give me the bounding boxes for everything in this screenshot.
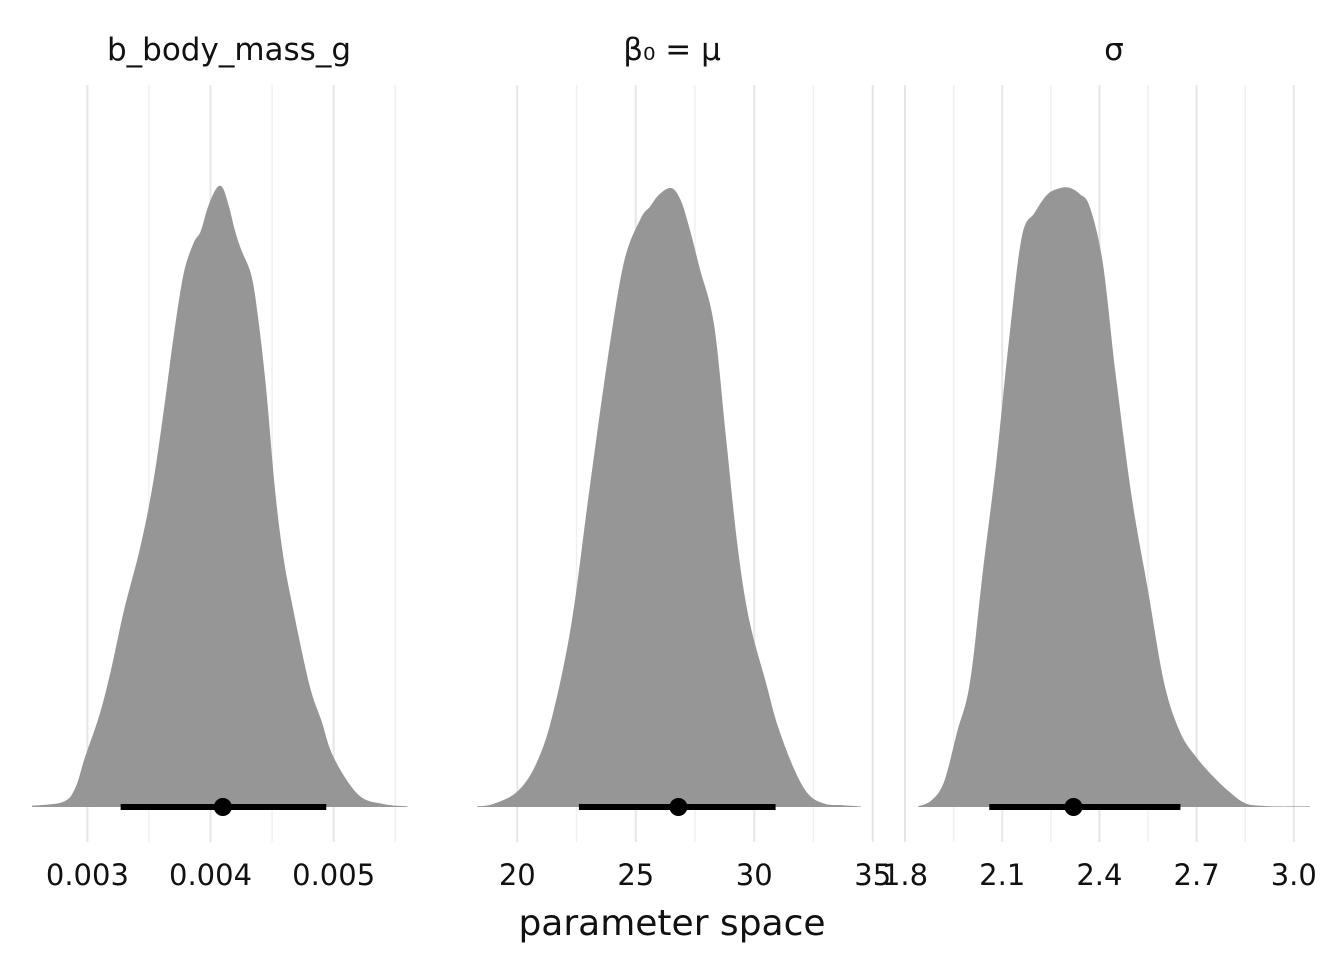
x-tick-label: 2.7 — [1174, 858, 1220, 892]
point-estimate — [1064, 798, 1083, 816]
point-estimate — [669, 798, 688, 816]
x-tick-label: 2.4 — [1076, 858, 1122, 892]
posterior-density-area — [477, 187, 861, 807]
facet-panel-1: 0.003 0.004 0.005 b_body_mass_g — [32, 32, 408, 892]
x-tick-label: 2.1 — [979, 858, 1025, 892]
facet-title: b_body_mass_g — [107, 32, 351, 68]
x-axis-title: parameter space — [518, 903, 825, 944]
facet-title: σ — [1104, 32, 1124, 68]
facet-panels: 0.003 0.004 0.005 b_body_mass_g 20 25 30 35 β₀ =… — [32, 32, 1317, 892]
x-tick-label: 1.8 — [882, 858, 928, 892]
point-estimate — [213, 798, 232, 816]
facet-title: β₀ = μ — [623, 32, 721, 68]
x-tick-label: 35 — [854, 858, 891, 892]
x-tick-label: 0.005 — [292, 858, 375, 892]
posterior-density-area — [918, 187, 1310, 807]
x-tick-label: 0.003 — [46, 858, 129, 892]
facet-panel-3: 1.8 2.1 2.4 2.7 3.0 σ — [882, 32, 1317, 892]
facet-panel-2: 20 25 30 35 β₀ = μ — [477, 32, 891, 892]
x-tick-label: 0.004 — [169, 858, 252, 892]
x-tick-label: 20 — [499, 858, 536, 892]
x-tick-label: 3.0 — [1271, 858, 1317, 892]
posterior-density-area — [32, 185, 408, 807]
x-tick-label: 30 — [736, 858, 773, 892]
x-tick-label: 25 — [617, 858, 654, 892]
